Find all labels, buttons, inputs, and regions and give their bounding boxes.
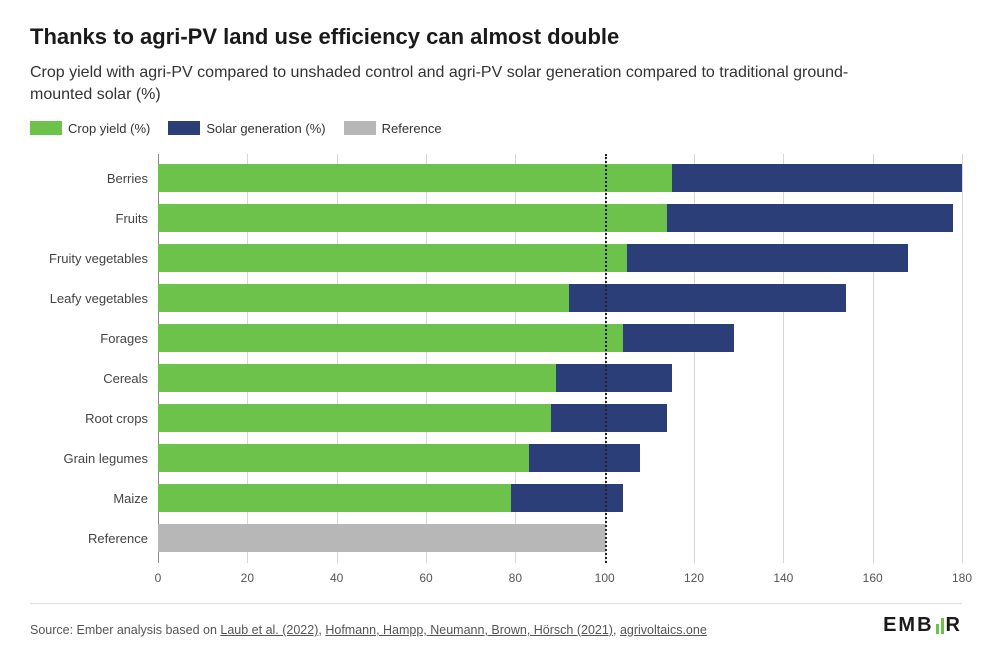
x-tick-label: 140 [773, 571, 793, 585]
footer: Source: Ember analysis based on Laub et … [30, 603, 962, 637]
bar-row: Grain legumes [158, 444, 962, 472]
source-link[interactable]: agrivoltaics.one [620, 623, 707, 637]
x-tick-label: 80 [509, 571, 522, 585]
bar-segment-crop [158, 204, 667, 232]
bar-row: Reference [158, 524, 962, 552]
category-label: Cereals [38, 371, 158, 386]
bar-row: Fruity vegetables [158, 244, 962, 272]
bar-segment-crop [158, 284, 569, 312]
logo-bar-icon [941, 618, 944, 634]
legend-item-crop: Crop yield (%) [30, 121, 150, 136]
bar-row: Forages [158, 324, 962, 352]
category-label: Fruity vegetables [38, 251, 158, 266]
plot-area: 020406080100120140160180BerriesFruitsFru… [158, 154, 962, 593]
bar-row: Berries [158, 164, 962, 192]
bar-segment-solar [627, 244, 908, 272]
bar-segment-solar [672, 164, 962, 192]
bar-segment-crop [158, 324, 623, 352]
legend-label-solar: Solar generation (%) [206, 121, 325, 136]
legend-swatch-solar [168, 121, 200, 135]
x-tick-label: 40 [330, 571, 343, 585]
x-tick-label: 180 [952, 571, 972, 585]
x-tick-label: 60 [419, 571, 432, 585]
x-tick-label: 0 [155, 571, 162, 585]
bar-segment-solar [556, 364, 672, 392]
bar-segment-crop [158, 244, 627, 272]
bar-row: Maize [158, 484, 962, 512]
bar-segment-solar [569, 284, 846, 312]
legend-item-reference: Reference [344, 121, 442, 136]
plot: 020406080100120140160180BerriesFruitsFru… [30, 146, 962, 593]
bar-row: Leafy vegetables [158, 284, 962, 312]
bar-row: Fruits [158, 204, 962, 232]
category-label: Berries [38, 171, 158, 186]
bar-segment-solar [551, 404, 667, 432]
category-label: Reference [38, 531, 158, 546]
x-tick-label: 100 [595, 571, 615, 585]
chart-area: 020406080100120140160180BerriesFruitsFru… [30, 146, 962, 593]
legend-label-reference: Reference [382, 121, 442, 136]
chart-subtitle: Crop yield with agri-PV compared to unsh… [30, 62, 910, 107]
source-link[interactable]: Hofmann, Hampp, Neumann, Brown, Hörsch (… [325, 623, 613, 637]
category-label: Grain legumes [38, 451, 158, 466]
category-label: Fruits [38, 211, 158, 226]
bar-segment-crop [158, 444, 529, 472]
legend-item-solar: Solar generation (%) [168, 121, 325, 136]
legend-swatch-reference [344, 121, 376, 135]
chart-container: Thanks to agri-PV land use efficiency ca… [0, 0, 992, 655]
category-label: Leafy vegetables [38, 291, 158, 306]
source-link[interactable]: Laub et al. (2022) [220, 623, 318, 637]
gridline [962, 154, 963, 563]
category-label: Forages [38, 331, 158, 346]
x-tick-label: 160 [863, 571, 883, 585]
category-label: Maize [38, 491, 158, 506]
category-label: Root crops [38, 411, 158, 426]
legend: Crop yield (%) Solar generation (%) Refe… [30, 121, 962, 136]
ember-logo: EMB R [883, 614, 962, 637]
source-text: Source: Ember analysis based on Laub et … [30, 623, 707, 637]
bar-segment-solar [623, 324, 735, 352]
bar-segment-solar [529, 444, 641, 472]
bar-segment-crop [158, 484, 511, 512]
reference-line [605, 154, 607, 563]
bar-segment-crop [158, 364, 556, 392]
bar-row: Root crops [158, 404, 962, 432]
chart-title: Thanks to agri-PV land use efficiency ca… [30, 24, 962, 50]
logo-text-b: R [946, 614, 962, 637]
bar-segment-solar [667, 204, 953, 232]
bar-row: Cereals [158, 364, 962, 392]
legend-label-crop: Crop yield (%) [68, 121, 150, 136]
x-tick-label: 120 [684, 571, 704, 585]
bar-segment-reference [158, 524, 605, 552]
bar-segment-crop [158, 404, 551, 432]
logo-text-a: EMB [883, 614, 933, 637]
logo-bar-icon [936, 624, 939, 634]
bar-segment-crop [158, 164, 672, 192]
legend-swatch-crop [30, 121, 62, 135]
x-tick-label: 20 [241, 571, 254, 585]
